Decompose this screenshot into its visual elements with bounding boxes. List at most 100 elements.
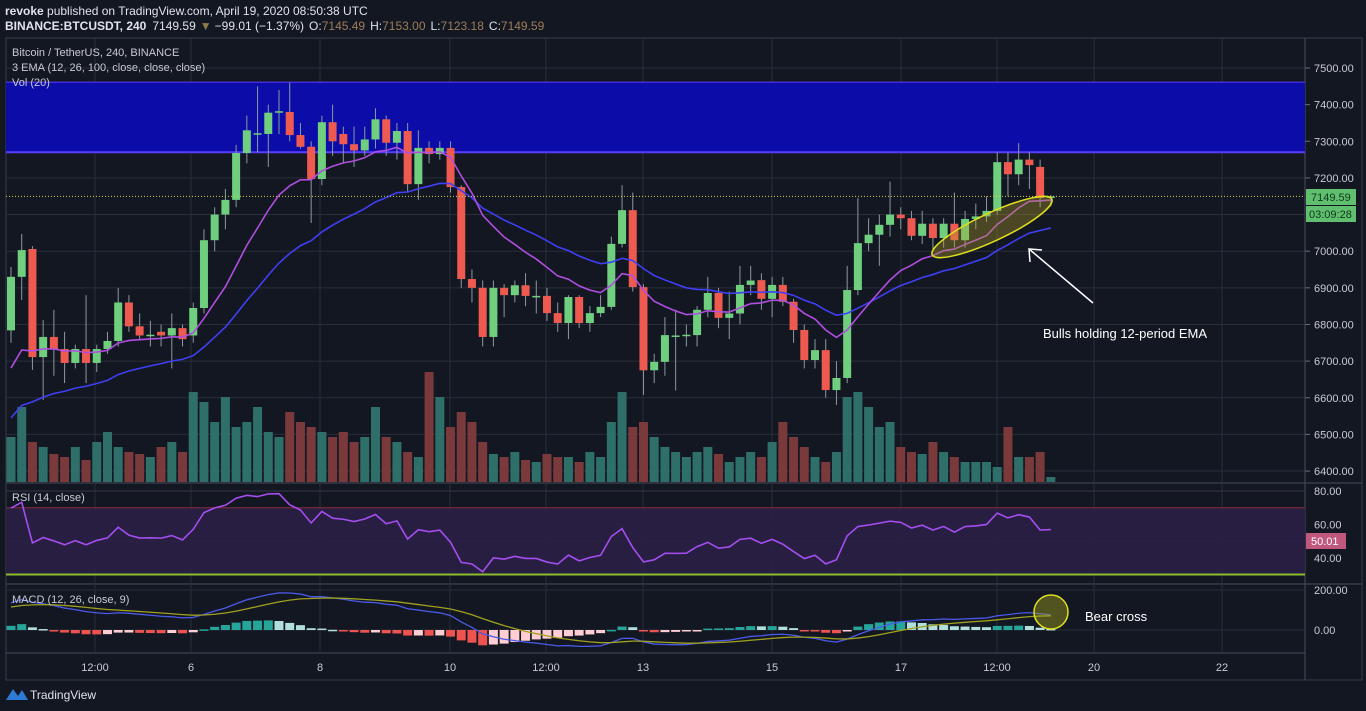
volume-bar: [971, 462, 981, 482]
candle-body: [714, 292, 723, 318]
legend-rsi[interactable]: RSI (14, close): [12, 492, 85, 504]
candle-body: [500, 287, 509, 296]
candle-body: [746, 280, 755, 285]
volume-bar: [606, 422, 616, 482]
candle-body: [543, 295, 551, 314]
price-tick-label: 7400.00: [1314, 100, 1354, 112]
low-label: L:: [431, 19, 441, 33]
legend-macd[interactable]: MACD (12, 26, close, 9): [12, 594, 129, 606]
macd-histogram-bar: [885, 621, 895, 630]
macd-histogram-bar: [467, 630, 477, 643]
macd-histogram-bar: [285, 622, 295, 630]
symbol: BINANCE:BTCUSDT, 240: [5, 19, 147, 33]
macd-histogram-bar: [38, 629, 48, 631]
volume-bar: [231, 427, 241, 482]
macd-histogram-bar: [60, 630, 70, 633]
volume-bar: [960, 462, 970, 482]
volume-bar: [60, 457, 70, 482]
volume-bar: [638, 422, 648, 482]
volume-bars: [6, 372, 1056, 482]
macd-histogram-bar: [27, 627, 37, 630]
volume-bar: [542, 454, 552, 482]
candle-body: [146, 334, 155, 337]
macd-histogram-bar: [167, 630, 177, 634]
macd-histogram-bar: [660, 630, 670, 633]
volume-bar: [821, 462, 831, 482]
macd-histogram-bar: [799, 630, 809, 632]
candle-body: [478, 287, 487, 337]
volume-bar: [853, 392, 863, 482]
macd-histogram-bar: [939, 624, 949, 630]
volume-bar: [446, 427, 456, 482]
candle-body: [275, 111, 283, 113]
tradingview-logo-icon: [6, 689, 28, 700]
candle-body: [843, 290, 852, 378]
candle-body: [317, 122, 326, 180]
volume-bar: [156, 447, 166, 482]
macd-histogram-bar: [853, 626, 863, 630]
candle-body: [382, 119, 391, 143]
candle-body: [17, 250, 26, 277]
volume-bar: [17, 407, 27, 482]
time-axis[interactable]: 12:00 6 8 10 12:00 13 15 17 12:00 20 22: [81, 662, 1228, 674]
volume-bar: [295, 422, 305, 482]
volume-bar: [360, 437, 370, 482]
macd-histogram-bar: [231, 622, 241, 630]
price-axis[interactable]: 7500.00 7400.00 7300.00 7200.00 7000.00 6900.…: [1305, 63, 1354, 637]
volume-bar: [531, 462, 541, 482]
candle-body: [832, 377, 841, 391]
legend-title[interactable]: Bitcoin / TetherUS, 240, BINANCE: [12, 47, 179, 59]
volume-bar: [510, 452, 520, 482]
macd-histogram-bar: [628, 627, 638, 630]
close-value: 7149.59: [501, 19, 545, 33]
volume-bar: [274, 437, 284, 482]
candle-body: [939, 223, 948, 239]
ema-12-line: [10, 146, 1051, 369]
candle-body: [564, 297, 573, 324]
candle-body: [682, 334, 691, 337]
candle-body: [864, 234, 873, 244]
volume-bar: [124, 452, 134, 482]
macd-histogram-bar: [735, 626, 745, 630]
candle-body: [521, 285, 530, 296]
candle-body: [82, 349, 91, 363]
time-tick-label: 12:00: [983, 662, 1011, 674]
tradingview-logo[interactable]: TradingView: [6, 688, 96, 702]
macd-histogram-bar: [821, 630, 831, 633]
candle-body: [157, 331, 166, 336]
candle-body: [350, 144, 359, 151]
candle-body: [660, 335, 669, 362]
price-tick-label: 6900.00: [1314, 283, 1354, 295]
macd-histogram-bar: [789, 628, 799, 630]
volume-bar: [521, 460, 531, 482]
volume-bar: [767, 442, 777, 482]
macd-histogram-bar: [478, 630, 488, 646]
volume-bar: [724, 462, 734, 482]
volume-bar: [178, 452, 188, 482]
close-label: C:: [489, 19, 501, 33]
candle-body: [242, 130, 251, 154]
rsi-line: [10, 492, 1051, 573]
volume-bar: [1046, 477, 1056, 482]
volume-bar: [188, 392, 198, 482]
macd-histogram-bar: [392, 630, 402, 634]
author: revoke: [5, 4, 44, 18]
macd-histogram-bar: [596, 630, 606, 634]
high-label: H:: [370, 19, 382, 33]
legend-ema[interactable]: 3 EMA (12, 26, 100, close, close, close): [12, 62, 205, 74]
volume-bar: [220, 397, 230, 482]
candle-body: [961, 218, 970, 241]
rsi-tick-label: 40.00: [1314, 553, 1342, 565]
volume-bar: [499, 457, 509, 482]
volume-bar: [145, 457, 155, 482]
candle-body: [639, 287, 648, 371]
time-tick-label: 17: [895, 662, 907, 674]
macd-histogram-bar: [992, 625, 1002, 630]
price-tick-label: 6400.00: [1314, 466, 1354, 478]
volume-bar: [135, 454, 145, 482]
volume-bar: [403, 452, 413, 482]
macd-histogram-bar: [971, 626, 981, 630]
legend-volume[interactable]: Vol (20): [12, 77, 50, 89]
volume-bar: [70, 447, 80, 482]
